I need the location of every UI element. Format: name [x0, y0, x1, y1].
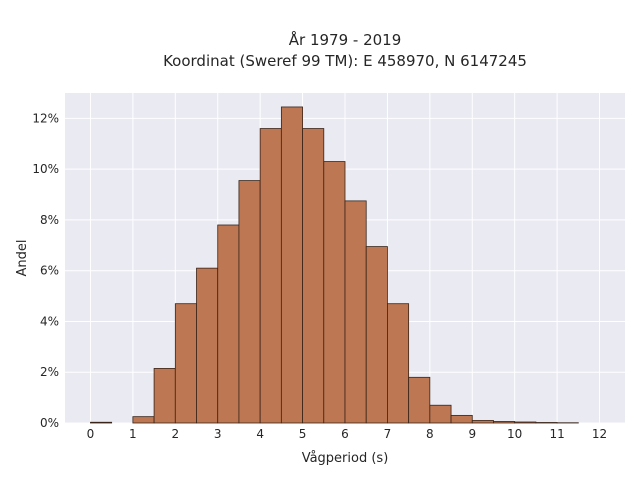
histogram-bar	[153, 368, 176, 424]
y-axis-label: Andel	[15, 240, 30, 277]
histogram-bar	[196, 267, 219, 424]
x-tick-label: 5	[299, 427, 307, 441]
histogram-bar	[387, 303, 410, 424]
histogram-bar	[344, 200, 367, 424]
x-tick-label: 0	[87, 427, 95, 441]
histogram-bar	[302, 128, 325, 424]
x-axis-ticks: 0 1 2 3 4 5 6 7 8 9 10 11 12	[87, 427, 608, 441]
histogram-bar	[280, 106, 303, 424]
chart-title: År 1979 - 2019	[289, 30, 402, 49]
x-tick-label: 2	[171, 427, 179, 441]
histogram-bar	[514, 421, 537, 424]
histogram-bar	[429, 404, 452, 424]
histogram-bar	[132, 416, 155, 424]
chart-subtitle: Koordinat (Sweref 99 TM): E 458970, N 61…	[163, 52, 527, 70]
x-tick-label: 12	[592, 427, 607, 441]
x-tick-label: 11	[549, 427, 564, 441]
histogram-bar	[238, 180, 261, 424]
histogram-bar	[90, 421, 113, 424]
x-tick-label: 9	[468, 427, 476, 441]
x-tick-label: 3	[214, 427, 222, 441]
x-tick-label: 7	[384, 427, 392, 441]
y-tick-label: 8%	[40, 213, 59, 227]
y-tick-label: 10%	[32, 162, 59, 176]
y-axis-ticks: 0% 2% 4% 6% 8% 10% 12%	[32, 111, 59, 430]
x-axis-label: Vågperiod (s)	[302, 451, 389, 466]
histogram-bar	[323, 161, 346, 424]
histogram-bars	[90, 106, 579, 424]
x-tick-label: 8	[426, 427, 434, 441]
x-tick-label: 10	[507, 427, 522, 441]
y-tick-label: 4%	[40, 314, 59, 328]
histogram-bar	[365, 246, 388, 424]
y-tick-label: 2%	[40, 365, 59, 379]
histogram-bar	[471, 420, 494, 424]
histogram-bar	[450, 414, 473, 424]
x-tick-label: 6	[341, 427, 349, 441]
y-tick-label: 12%	[32, 111, 59, 125]
histogram-bar	[259, 128, 282, 424]
y-tick-label: 0%	[40, 416, 59, 430]
histogram-bar	[535, 422, 558, 424]
x-tick-label: 4	[256, 427, 264, 441]
histogram-bar	[493, 421, 516, 424]
histogram-bar	[217, 224, 240, 424]
y-tick-label: 6%	[40, 264, 59, 278]
x-tick-label: 1	[129, 427, 137, 441]
histogram-bar	[408, 376, 431, 424]
histogram-bar	[174, 303, 197, 424]
